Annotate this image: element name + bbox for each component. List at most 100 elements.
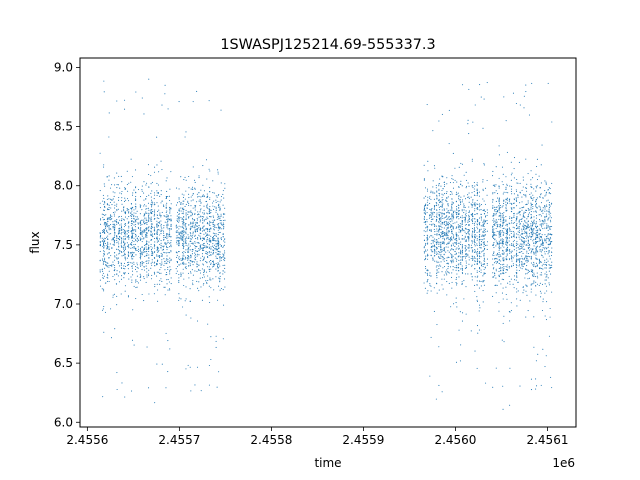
data-point: [163, 236, 165, 238]
data-point: [159, 195, 161, 197]
data-point: [210, 241, 212, 243]
data-point: [478, 304, 481, 306]
data-point: [219, 227, 221, 229]
data-point: [114, 231, 116, 234]
data-point: [445, 220, 447, 222]
data-point: [146, 274, 148, 276]
data-point: [135, 281, 137, 283]
data-point: [441, 196, 443, 198]
data-point: [156, 182, 158, 185]
data-point: [527, 278, 529, 280]
data-point: [123, 241, 125, 244]
data-point: [506, 202, 509, 204]
data-point: [474, 205, 476, 207]
data-point: [460, 262, 462, 264]
data-point: [146, 276, 148, 278]
data-point: [139, 196, 142, 198]
data-point: [532, 231, 534, 233]
data-point: [455, 217, 458, 219]
data-point: [140, 255, 142, 257]
data-point: [202, 194, 204, 196]
data-point: [218, 371, 220, 373]
data-point: [538, 284, 540, 286]
data-point: [118, 281, 120, 283]
data-point: [508, 250, 510, 252]
data-point: [446, 237, 448, 239]
data-point: [482, 275, 484, 277]
data-point: [123, 254, 125, 256]
data-point: [522, 223, 524, 225]
data-point: [191, 269, 193, 271]
data-point: [202, 219, 204, 221]
data-point: [495, 367, 497, 369]
data-point: [522, 292, 524, 294]
data-point: [448, 216, 450, 218]
data-point: [446, 215, 448, 217]
data-point: [146, 240, 148, 242]
data-point: [157, 260, 159, 262]
data-point: [170, 239, 172, 242]
data-point: [461, 258, 463, 260]
data-point: [169, 188, 171, 190]
data-point: [166, 218, 168, 221]
data-point: [182, 243, 184, 246]
data-point: [430, 235, 432, 237]
data-point: [181, 193, 183, 195]
data-point: [136, 237, 138, 239]
data-point: [536, 246, 538, 248]
data-point: [436, 214, 438, 216]
data-point: [212, 239, 214, 241]
data-point: [178, 257, 180, 259]
data-point: [124, 268, 126, 270]
data-point: [542, 241, 544, 243]
data-point: [190, 254, 192, 256]
data-point: [522, 252, 524, 254]
data-point: [187, 250, 189, 253]
data-point: [135, 248, 137, 250]
data-point: [465, 240, 468, 242]
data-point: [509, 404, 511, 406]
data-point: [191, 217, 194, 219]
data-point: [535, 250, 537, 252]
data-point: [542, 301, 544, 303]
data-point: [460, 249, 462, 251]
data-point: [455, 227, 457, 229]
data-point: [467, 194, 469, 196]
data-point: [153, 214, 156, 216]
data-point: [485, 215, 487, 217]
data-point: [102, 270, 104, 273]
data-point: [185, 368, 187, 370]
data-point: [128, 255, 130, 258]
data-point: [170, 215, 172, 217]
data-point: [151, 233, 153, 235]
data-point: [440, 220, 442, 222]
data-point: [209, 190, 211, 193]
data-point: [178, 274, 180, 276]
data-point: [114, 264, 116, 267]
data-point: [135, 229, 137, 231]
data-point: [114, 227, 116, 229]
data-point: [104, 232, 106, 234]
data-point: [451, 215, 453, 217]
data-point: [434, 192, 436, 194]
data-point: [209, 270, 211, 272]
data-point: [493, 247, 495, 249]
data-point: [530, 202, 532, 204]
data-point: [440, 212, 442, 214]
data-point: [170, 203, 172, 205]
data-point: [540, 215, 542, 217]
data-point: [505, 243, 507, 245]
data-point: [526, 285, 528, 287]
data-point: [207, 234, 209, 236]
data-point: [510, 302, 512, 304]
data-point: [494, 210, 496, 212]
data-point: [121, 237, 123, 239]
data-point: [526, 273, 528, 275]
data-point: [465, 187, 467, 189]
data-point: [166, 177, 168, 179]
data-point: [103, 218, 105, 220]
data-point: [474, 284, 476, 287]
data-point: [109, 228, 112, 230]
data-point: [126, 233, 128, 235]
data-point: [506, 230, 508, 232]
